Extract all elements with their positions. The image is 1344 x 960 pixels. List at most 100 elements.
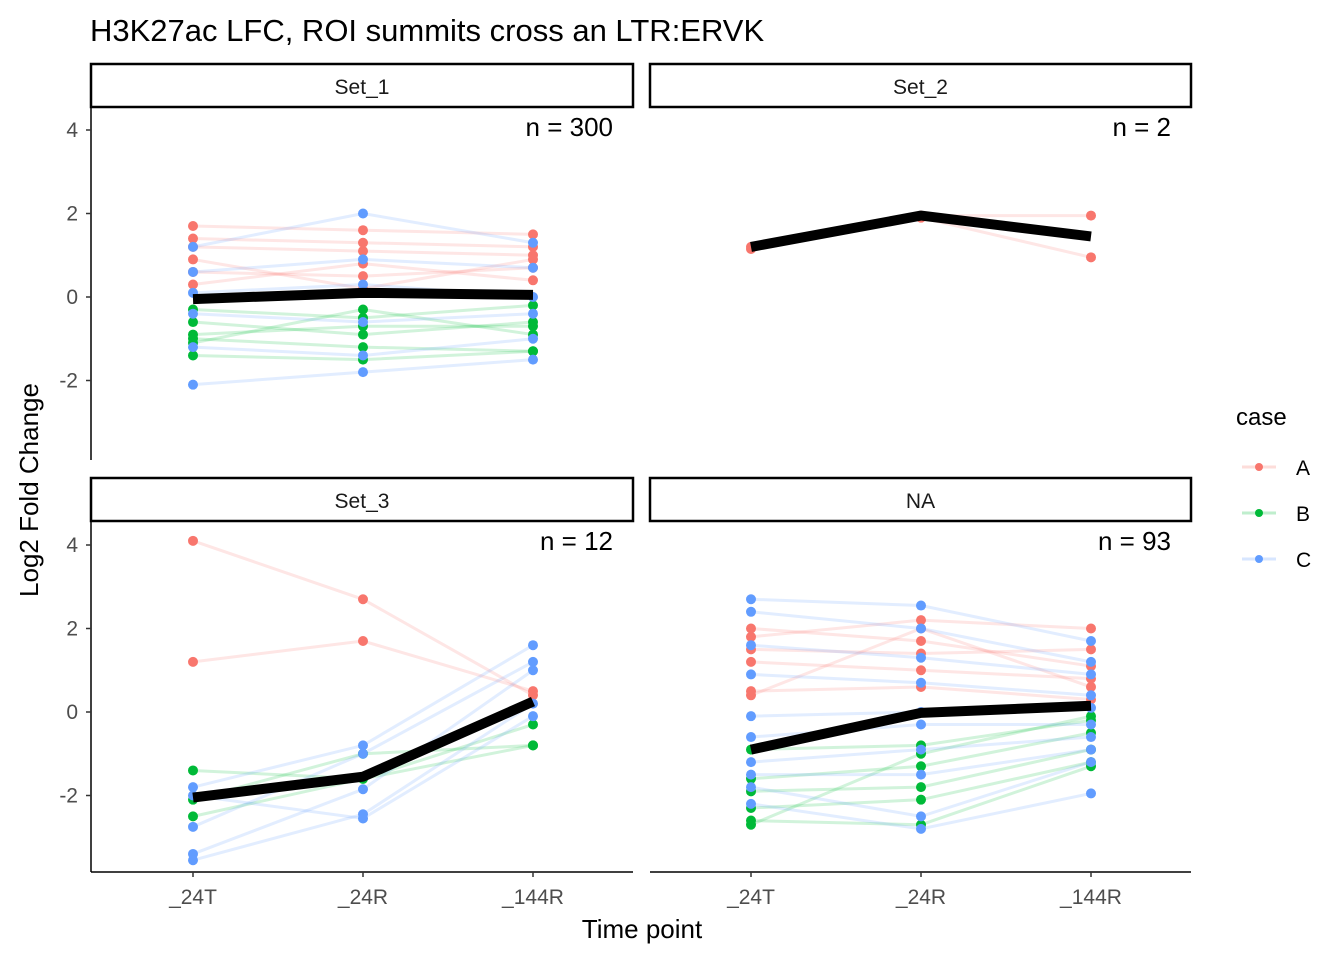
x-tick-label: _24R <box>337 886 388 909</box>
data-point-a <box>528 254 538 265</box>
facet-strip-label: NA <box>906 490 935 513</box>
data-point-c <box>746 640 756 651</box>
data-point-c <box>358 813 368 824</box>
facet-strip <box>648 62 1193 109</box>
data-point-c <box>916 623 926 634</box>
legend-key-point <box>1255 555 1263 563</box>
data-point-c <box>746 594 756 605</box>
data-point-c <box>746 798 756 809</box>
data-point-a <box>358 594 368 605</box>
legend-entry-c: C <box>1242 549 1311 572</box>
data-point-c <box>188 241 198 252</box>
legend-label: A <box>1296 457 1310 480</box>
data-point-b <box>358 304 368 315</box>
data-point-b <box>528 300 538 311</box>
data-point-c <box>746 782 756 793</box>
data-point-c <box>528 237 538 248</box>
data-point-c <box>916 769 926 780</box>
data-point-c <box>188 855 198 866</box>
data-point-c <box>1086 690 1096 701</box>
x-tick-label: _144R <box>501 886 564 909</box>
data-point-a <box>188 254 198 265</box>
n-count-label: n = 300 <box>526 112 613 142</box>
facet-strip <box>648 476 1193 523</box>
data-point-a <box>916 615 926 626</box>
data-point-c <box>1086 788 1096 799</box>
trajectory-line-c <box>192 714 534 821</box>
data-point-a <box>188 656 198 667</box>
data-point-c <box>528 262 538 273</box>
data-point-c <box>746 757 756 768</box>
data-point-b <box>188 765 198 776</box>
y-tick-label: 4 <box>66 534 78 557</box>
data-point-c <box>188 342 198 353</box>
data-point-b <box>188 317 198 328</box>
data-point-c <box>1086 757 1096 768</box>
mean-line <box>750 210 1092 252</box>
data-point-c <box>358 740 368 751</box>
data-point-a <box>746 656 756 667</box>
trajectory-line-c <box>192 669 534 856</box>
data-point-a <box>1086 644 1096 655</box>
data-point-c <box>358 350 368 361</box>
data-point-c <box>746 669 756 680</box>
x-tick-label: _24T <box>168 886 217 909</box>
data-point-c <box>188 308 198 319</box>
data-point-a <box>358 271 368 282</box>
data-point-c <box>358 784 368 795</box>
data-point-a <box>528 686 538 697</box>
data-point-b <box>528 740 538 751</box>
facet-panel-set_3: Set_3 -2 0 2 4 _24T _24R _144R n = 12 <box>59 476 635 909</box>
data-point-c <box>746 606 756 617</box>
legend: case ABC <box>1236 404 1311 572</box>
trajectory-line-a <box>192 539 534 697</box>
y-tick-label: 4 <box>66 119 78 142</box>
data-point-a <box>916 665 926 676</box>
y-axis-title: Log2 Fold Change <box>14 383 44 597</box>
data-point-b <box>188 811 198 822</box>
data-point-a <box>746 623 756 634</box>
data-point-b <box>358 342 368 353</box>
data-point-a <box>358 237 368 248</box>
data-point-a <box>358 225 368 236</box>
data-point-c <box>188 266 198 277</box>
data-point-c <box>358 254 368 265</box>
legend-label: B <box>1296 503 1310 526</box>
mean-line <box>192 696 536 803</box>
data-point-c <box>528 354 538 365</box>
facet-strip-label: Set_3 <box>335 490 390 513</box>
data-point-c <box>916 600 926 611</box>
facet-strip-label: Set_2 <box>893 76 948 99</box>
data-point-b <box>746 819 756 830</box>
data-point-c <box>746 732 756 743</box>
facet-panel-na: NA _24T _24R _144R n = 93 <box>648 476 1193 909</box>
data-point-c <box>1086 656 1096 667</box>
mean-line <box>192 287 534 305</box>
data-point-a <box>358 246 368 257</box>
data-point-c <box>916 811 926 822</box>
x-tick-label: _24R <box>895 886 946 909</box>
facet-panel-set_2: Set_2n = 2 <box>648 62 1193 263</box>
chart-title: H3K27ac LFC, ROI summits cross an LTR:ER… <box>90 13 764 48</box>
data-point-c <box>916 719 926 730</box>
data-point-a <box>1086 252 1096 263</box>
data-point-b <box>528 346 538 357</box>
data-point-a <box>188 279 198 290</box>
data-point-c <box>528 665 538 676</box>
data-point-c <box>188 821 198 832</box>
x-tick-label: _24T <box>726 886 775 909</box>
data-point-c <box>528 308 538 319</box>
y-tick-label: 2 <box>66 618 78 641</box>
data-point-b <box>916 782 926 793</box>
facet-strip <box>89 62 635 109</box>
legend-key-point <box>1255 463 1263 471</box>
y-tick-label: 2 <box>66 203 78 226</box>
data-point-a <box>188 233 198 244</box>
data-points <box>188 535 538 866</box>
data-point-c <box>528 640 538 651</box>
n-count-label: n = 12 <box>540 526 613 556</box>
data-point-a <box>528 229 538 240</box>
x-tick-label: _144R <box>1059 886 1122 909</box>
data-point-c <box>916 677 926 688</box>
facet-strip-label: Set_1 <box>335 76 390 99</box>
